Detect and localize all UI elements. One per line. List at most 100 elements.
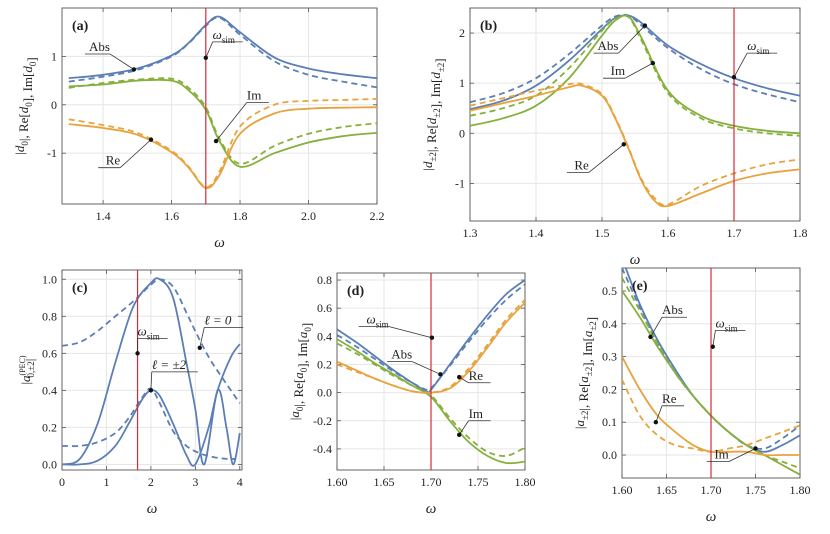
x-tick-label: 1.80 (790, 483, 811, 497)
y-tick-label: 0.5 (602, 284, 617, 298)
annotation-dot (148, 388, 154, 393)
panel-c: 0 1 2 3 4 0.0 0.2 0.4 0.6 0.8 1.0 ωsim ℓ = 0 ℓ = ±2 (c… (18, 269, 244, 517)
y-tick-label: 0.0 (42, 457, 57, 471)
y-tick-label: 0.6 (42, 346, 57, 360)
x-tick-label: 1.70 (701, 483, 722, 497)
x-tick-label: 1.8 (793, 226, 808, 240)
y-tick-label: 0.2 (317, 357, 332, 371)
plot-frame-c (61, 269, 243, 471)
x-tick-label: 1.4 (96, 209, 111, 223)
series-line-c-2 (62, 343, 241, 467)
annotation-dot (131, 67, 137, 72)
annotation-dot (753, 446, 758, 451)
annotation-leader (728, 448, 756, 462)
annotation-leader (150, 371, 153, 391)
series-line-c-1 (62, 278, 241, 404)
annotation-label: Re (469, 368, 484, 383)
x-tick-label: 2 (148, 475, 154, 489)
x-tick-label: 1.5 (595, 226, 610, 240)
x-tick-label: 3 (192, 475, 198, 489)
x-axis-label: ω (630, 252, 641, 268)
annotation-label: Im (714, 447, 728, 462)
annotation-leader (109, 53, 135, 70)
x-tick-label: 0 (59, 475, 65, 489)
x-axis-label: ω (706, 509, 717, 525)
annotation-label: ℓ = 0 (204, 312, 232, 327)
y-axis-label: |a±2|, Re[a±2], Im[a±2] (572, 317, 599, 429)
x-axis-label: ω (426, 501, 437, 517)
annotation-label: ωsim (213, 27, 235, 45)
series-line-b-1 (470, 13, 800, 104)
y-tick-label: -1 (455, 176, 465, 190)
annotation-label: Im (247, 87, 261, 102)
x-axis-label: ω (214, 235, 225, 251)
annotation-dot (642, 23, 648, 28)
x-axis-label: ω (147, 501, 158, 517)
x-tick-label: 1.6 (661, 226, 676, 240)
y-tick-label: 1.0 (42, 272, 57, 286)
annotation-dot (731, 74, 737, 80)
y-axis-label: |d±2|, Re[d±2], Im[d±2] (420, 58, 447, 170)
x-tick-label: 1.3 (463, 226, 478, 240)
panel-a: 1.4 1.6 1.8 2.0 2.2 -1 0 1 Abs ωsim Im Re (a) ω |d0|, … (12, 7, 385, 251)
x-tick-label: 1.65 (374, 475, 395, 489)
x-tick-label: 1 (103, 475, 109, 489)
x-tick-label: 1.7 (727, 226, 742, 240)
y-tick-label: 0.2 (42, 420, 57, 434)
annotation-label: ωsim (715, 315, 737, 333)
annotation-label: ωsim (366, 311, 388, 329)
y-tick-label: 0.4 (42, 383, 57, 397)
y-axis-label: |d0|, Re[d0], Im[d0] (12, 57, 39, 154)
plot-frame-b (469, 7, 801, 222)
annotation-dot (621, 142, 626, 147)
series-line-b-5 (470, 82, 800, 206)
panel-label: (d) (347, 284, 364, 299)
annotation-leader (199, 327, 205, 348)
y-tick-label: 0.4 (602, 317, 617, 331)
annotation-label: Abs (598, 38, 619, 53)
x-tick-label: 1.75 (468, 475, 489, 489)
annotation-leader (733, 52, 748, 78)
plot-frame-a (61, 7, 378, 205)
annotation-leader (458, 420, 469, 436)
y-tick-label: 0.0 (317, 386, 332, 400)
annotation-label: Re (106, 153, 121, 168)
annotation-label: ωsim (138, 324, 160, 342)
x-tick-label: 1.4 (529, 226, 544, 240)
annotation-leader (388, 326, 433, 339)
series-line-c-3 (62, 387, 236, 460)
x-tick-label: 1.80 (515, 475, 536, 489)
x-tick-label: 4 (237, 475, 243, 489)
y-tick-label: 0.8 (42, 309, 57, 323)
y-tick-label: 0.3 (602, 350, 617, 364)
annotation-leader (588, 144, 625, 173)
x-tick-label: 1.6 (164, 209, 179, 223)
annotation-dot (457, 432, 462, 438)
series-line-a-1 (68, 16, 377, 89)
annotation-dot (213, 138, 219, 144)
annotation-leader (215, 102, 248, 142)
annotation-label: Re (662, 391, 677, 406)
annotation-label: Im (611, 63, 625, 78)
x-tick-label: 1.70 (421, 475, 442, 489)
x-tick-label: 1.75 (745, 483, 766, 497)
y-axis-label: |a0|, Re[a0], Im[a0] (287, 323, 314, 420)
y-tick-label: 2 (459, 26, 465, 40)
series-line-a-5 (68, 98, 377, 189)
annotation-dot (438, 372, 443, 377)
y-tick-label: 0 (51, 98, 57, 112)
annotation-label: Abs (662, 302, 683, 317)
annotation-dot (203, 55, 209, 61)
y-tick-label: 0.4 (317, 329, 332, 343)
x-tick-label: 1.60 (327, 475, 348, 489)
annotation-leader (618, 25, 646, 54)
annotation-dot (457, 374, 462, 380)
annotation-leader (205, 41, 214, 59)
y-tick-label: 0.8 (317, 273, 332, 287)
series-line-a-3 (68, 77, 377, 165)
annotation-label: ℓ = ±2 (152, 357, 187, 372)
annotation-label: Im (469, 406, 483, 421)
panel-label: (a) (72, 19, 89, 34)
panel-label: (e) (632, 279, 648, 294)
